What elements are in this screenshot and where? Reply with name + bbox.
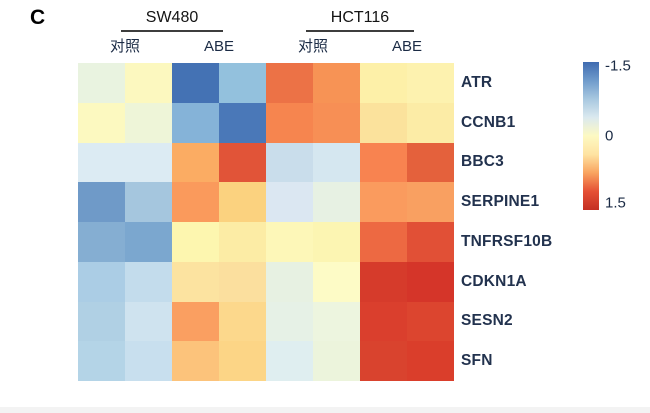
cell-line-label: HCT116 (305, 8, 415, 32)
heatmap-cell (313, 182, 360, 222)
cell-line-label: SW480 (120, 8, 224, 32)
heatmap-cell (360, 182, 407, 222)
heatmap-cell (407, 301, 454, 342)
gene-label: SFN (461, 352, 493, 370)
gene-label: CDKN1A (461, 272, 527, 290)
heatmap-cell (78, 222, 125, 262)
colorbar-tick-label: 1.5 (605, 194, 626, 212)
heatmap-cell (360, 63, 407, 103)
heatmap-cell (360, 222, 407, 262)
panel-label: C (30, 6, 46, 29)
heatmap-cell (125, 341, 172, 381)
heatmap-cell (219, 222, 266, 262)
gene-label: BBC3 (461, 153, 505, 171)
heatmap-cell (407, 63, 454, 103)
gene-label: TNFRSF10B (461, 232, 553, 250)
heatmap-cell (360, 261, 407, 302)
heatmap-cell (360, 142, 407, 183)
heatmap-cell (219, 63, 266, 103)
heatmap-cell (219, 341, 266, 381)
heatmap-cell (125, 142, 172, 183)
gene-label: SERPINE1 (461, 193, 540, 211)
heatmap-cell (172, 301, 219, 342)
heatmap-cell (407, 102, 454, 143)
gene-label: SESN2 (461, 312, 513, 330)
heatmap-cell (407, 182, 454, 222)
heatmap-cell (78, 261, 125, 302)
heatmap-cell (266, 142, 313, 183)
cell-line-group-sw480: SW480 (78, 8, 266, 34)
heatmap-cell (407, 142, 454, 183)
heatmap-cell (78, 301, 125, 342)
heatmap-cell (266, 182, 313, 222)
heatmap-cell (266, 102, 313, 143)
colorbar-tick-label: -1.5 (605, 57, 631, 75)
heatmap-cell (407, 341, 454, 381)
heatmap-cell (266, 261, 313, 302)
heatmap-cell (172, 182, 219, 222)
cell-line-group-hct116: HCT116 (266, 8, 454, 34)
heatmap-cell (219, 301, 266, 342)
heatmap-cell (172, 222, 219, 262)
heatmap-cell (78, 102, 125, 143)
heatmap-cell (313, 142, 360, 183)
heatmap-cell (125, 301, 172, 342)
heatmap-cell (313, 102, 360, 143)
heatmap-cell (125, 261, 172, 302)
heatmap-cell (172, 341, 219, 381)
heatmap-cell (78, 341, 125, 381)
heatmap-cell (266, 63, 313, 103)
condition-label: 对照 (109, 38, 140, 55)
heatmap-cell (360, 341, 407, 381)
heatmap-cell (78, 63, 125, 103)
heatmap-grid (78, 63, 454, 381)
heatmap-cell (125, 63, 172, 103)
heatmap-cell (78, 142, 125, 183)
heatmap-cell (313, 341, 360, 381)
heatmap-cell (219, 261, 266, 302)
heatmap-cell (172, 63, 219, 103)
condition-label: ABE (391, 38, 422, 55)
gene-label: ATR (461, 73, 493, 91)
heatmap-cell (125, 182, 172, 222)
colorbar-legend: -1.5 0 1.5 (583, 58, 643, 212)
condition-label: 对照 (297, 38, 328, 55)
heatmap-cell (219, 102, 266, 143)
heatmap-cell (172, 261, 219, 302)
bottom-strip (0, 407, 650, 413)
heatmap-cell (219, 142, 266, 183)
heatmap-cell (313, 63, 360, 103)
gene-label: CCNB1 (461, 113, 516, 131)
heatmap-cell (313, 222, 360, 262)
cell-line-group-headers: SW480 HCT116 (78, 8, 454, 34)
condition-labels-row: 对照 ABE 对照 ABE (78, 36, 454, 58)
condition-label: ABE (203, 38, 234, 55)
heatmap-cell (313, 301, 360, 342)
heatmap-cell (125, 222, 172, 262)
heatmap-cell (172, 102, 219, 143)
gene-row-labels: ATR CCNB1 BBC3 SERPINE1 TNFRSF10B CDKN1A SESN2… (461, 63, 581, 381)
heatmap-cell (125, 102, 172, 143)
heatmap-cell (266, 301, 313, 342)
heatmap-cell (78, 182, 125, 222)
heatmap-cell (219, 182, 266, 222)
heatmap-cell (360, 301, 407, 342)
colorbar-tick-label: 0 (605, 127, 614, 145)
heatmap-cell (266, 341, 313, 381)
heatmap-cell (360, 102, 407, 143)
colorbar-gradient (583, 62, 599, 210)
heatmap-cell (172, 142, 219, 183)
heatmap-cell (313, 261, 360, 302)
heatmap-cell (407, 261, 454, 302)
heatmap-cell (407, 222, 454, 262)
heatmap-cell (266, 222, 313, 262)
